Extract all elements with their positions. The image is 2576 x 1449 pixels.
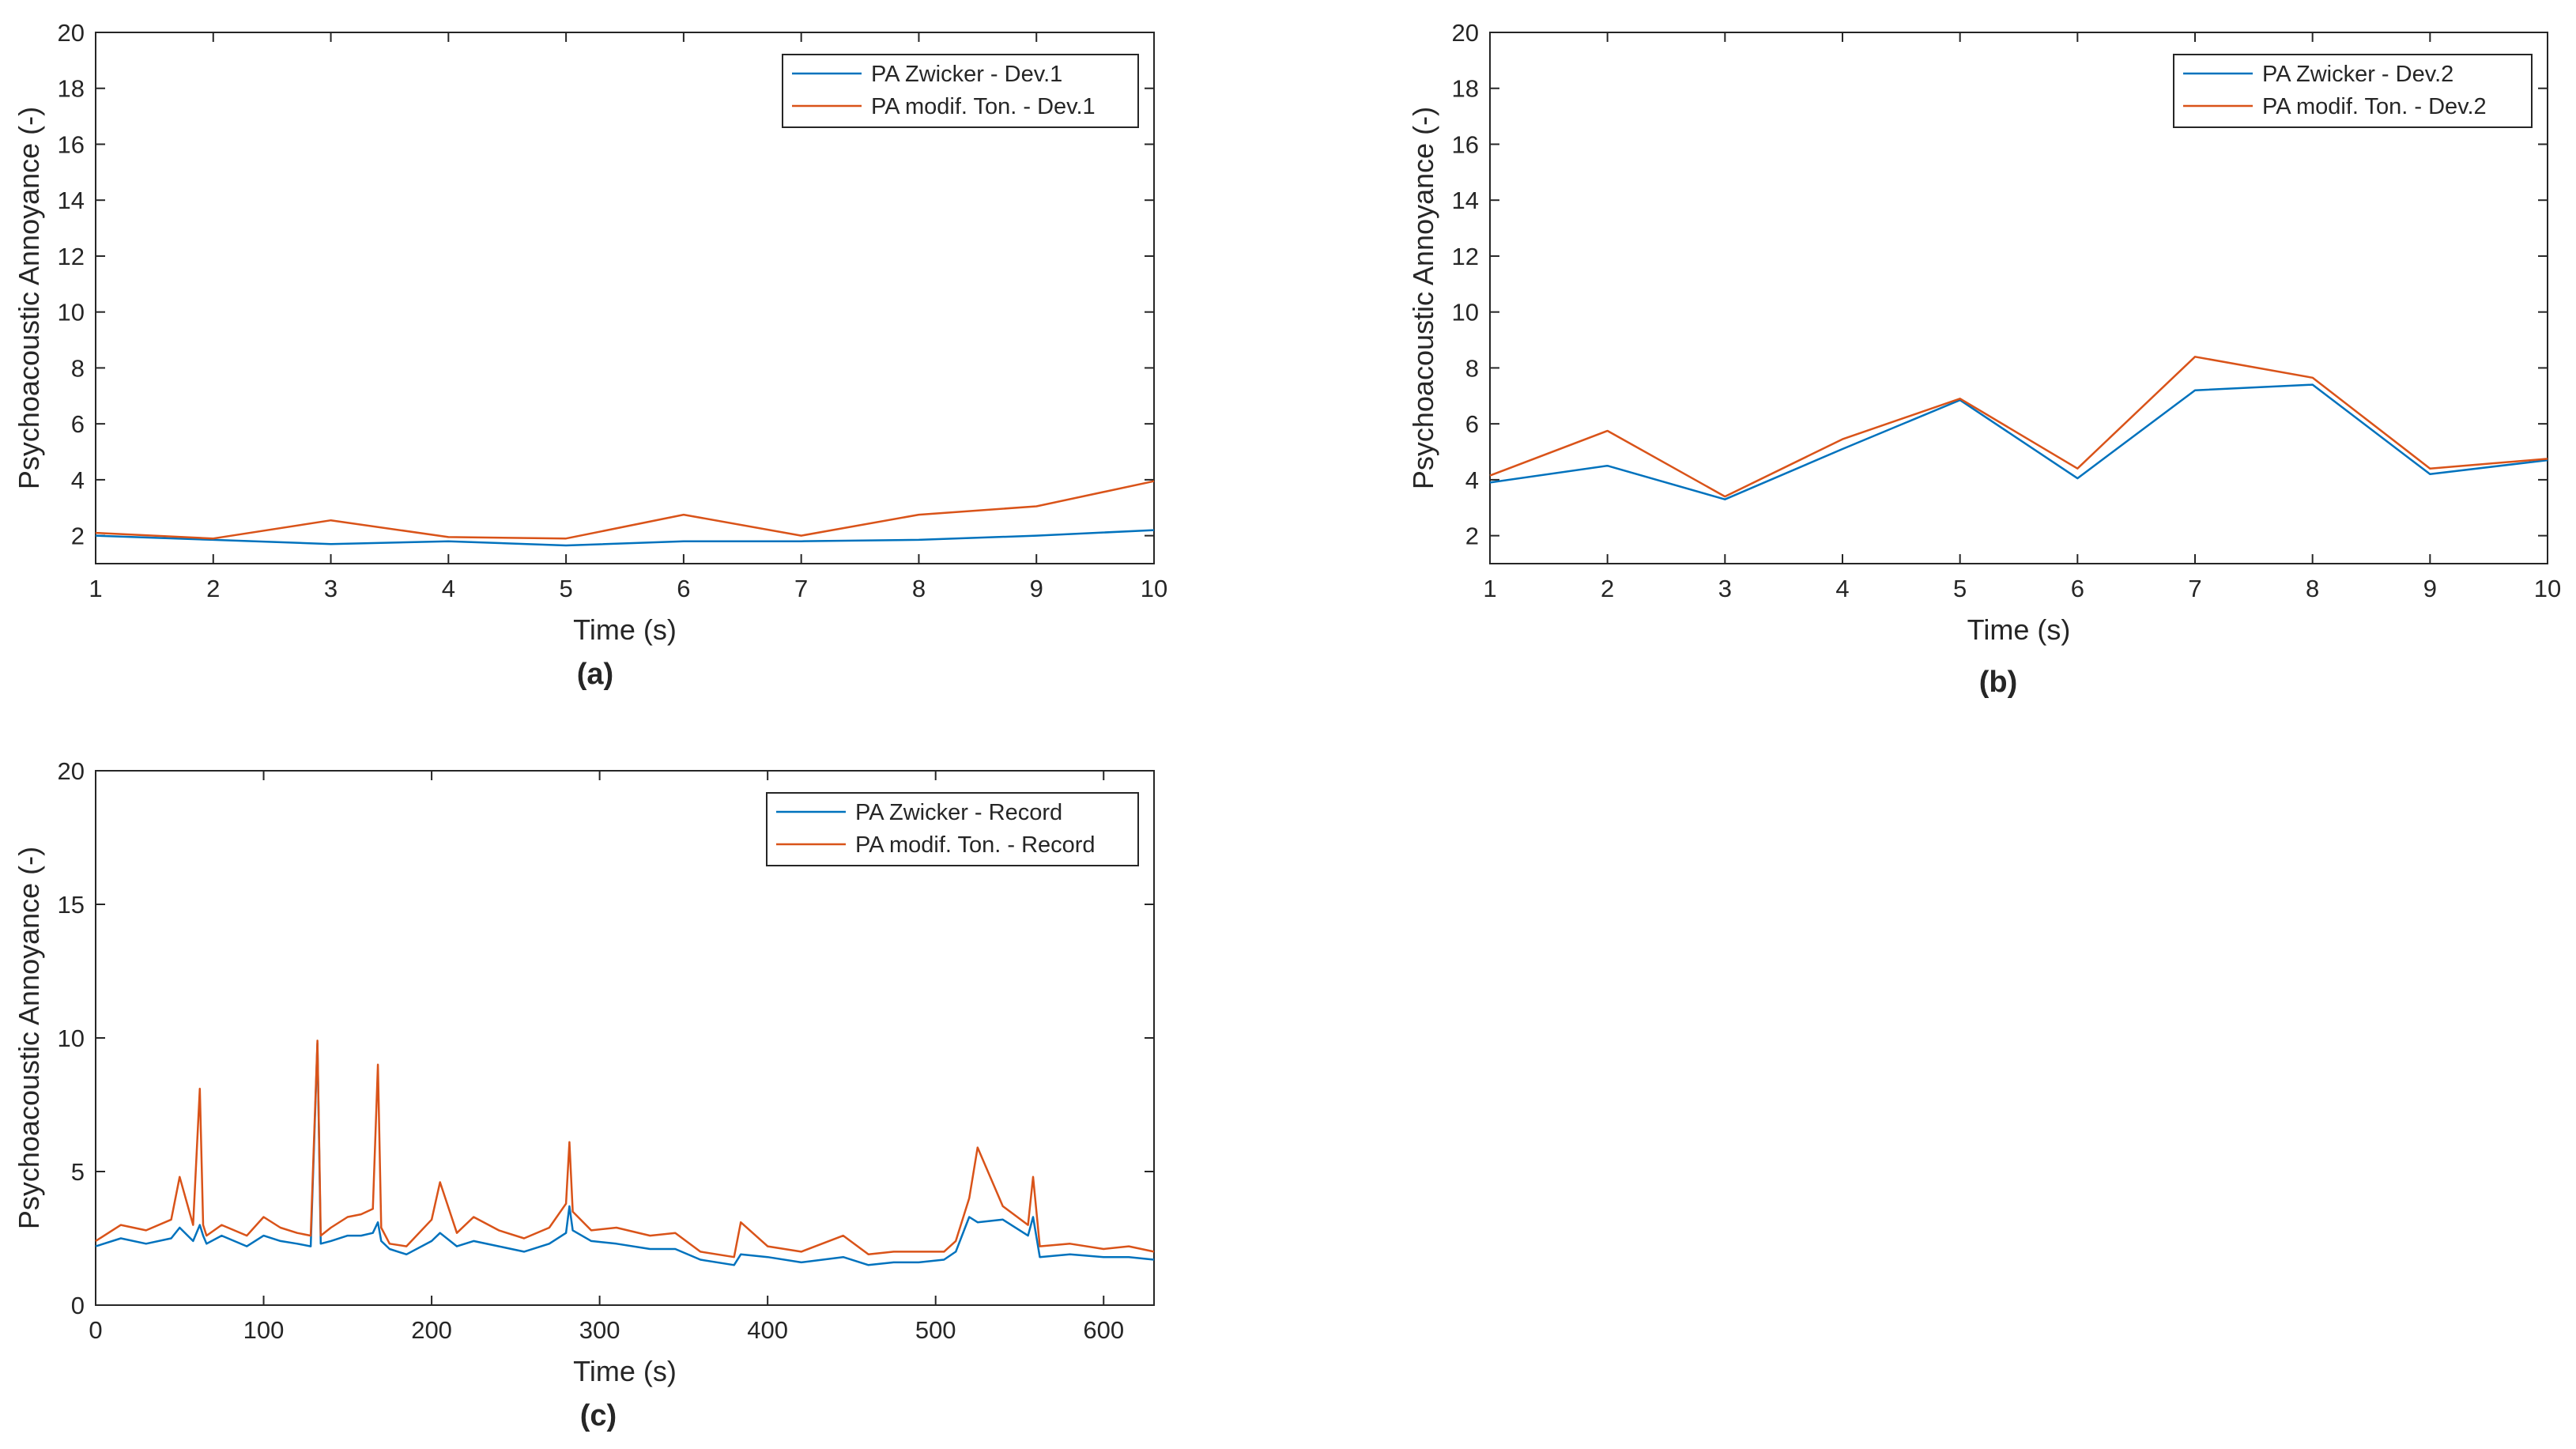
legend-label-1: PA Zwicker - Dev.1 [871, 62, 1062, 87]
y-tick-label: 8 [1465, 354, 1479, 382]
y-tick-label: 8 [71, 354, 85, 382]
x-tick-label: 10 [1141, 575, 1167, 602]
x-tick-label: 3 [324, 575, 338, 602]
legend: PA Zwicker - Dev.1 PA modif. Ton. - Dev.1 [782, 54, 1139, 128]
legend-label-1: PA Zwicker - Record [855, 800, 1062, 825]
x-tick-label: 9 [1030, 575, 1043, 602]
series-line-1 [1489, 383, 2548, 500]
x-axis-label: Time (s) [1967, 613, 2071, 646]
y-tick-label: 16 [1452, 130, 1479, 158]
y-tick-label: 20 [1452, 19, 1479, 47]
y-tick-label: 18 [58, 75, 85, 103]
legend: PA Zwicker - Record PA modif. Ton. - Reco… [766, 792, 1139, 866]
y-tick-label: 16 [58, 130, 85, 158]
y-tick-label: 6 [1465, 410, 1479, 438]
y-tick-label: 14 [1452, 187, 1479, 214]
y-tick-label: 18 [1452, 75, 1479, 103]
y-tick-label: 10 [58, 299, 85, 326]
y-axis-label: Psychoacoustic Annoyance (-) [1407, 107, 1439, 489]
y-tick-label: 5 [71, 1158, 85, 1186]
x-axis-label: Time (s) [573, 613, 677, 646]
x-tick-label: 1 [1483, 575, 1496, 602]
x-tick-label: 0 [89, 1316, 102, 1344]
y-axis-label: Psychoacoustic Annoyance (-) [13, 847, 45, 1229]
legend-box [766, 792, 1139, 866]
y-tick-label: 4 [71, 466, 85, 494]
y-tick-label: 10 [58, 1024, 85, 1052]
y-tick-label: 20 [58, 19, 85, 47]
panel-caption: (c) [580, 1399, 617, 1432]
y-axis-label: Psychoacoustic Annoyance (-) [13, 107, 45, 489]
y-tick-label: 6 [71, 410, 85, 438]
x-tick-label: 2 [1601, 575, 1614, 602]
x-tick-label: 300 [579, 1316, 620, 1344]
series-line-1 [95, 1042, 1155, 1266]
legend: PA Zwicker - Dev.2 PA modif. Ton. - Dev.2 [2173, 54, 2533, 128]
panel-caption: (a) [577, 658, 613, 691]
x-tick-label: 8 [912, 575, 926, 602]
x-tick-label: 3 [1718, 575, 1732, 602]
legend-label-1: PA Zwicker - Dev.2 [2262, 62, 2453, 87]
x-tick-label: 7 [794, 575, 808, 602]
x-tick-label: 8 [2306, 575, 2319, 602]
x-tick-label: 1 [89, 575, 102, 602]
legend-box [2173, 54, 2533, 128]
x-tick-label: 400 [747, 1316, 788, 1344]
y-tick-label: 10 [1452, 299, 1479, 326]
legend-box [782, 54, 1139, 128]
x-tick-label: 10 [2534, 575, 2561, 602]
series-line-1 [95, 529, 1155, 547]
x-axis-label: Time (s) [573, 1355, 677, 1387]
y-tick-label: 4 [1465, 466, 1479, 494]
x-tick-label: 5 [1953, 575, 1967, 602]
x-tick-label: 6 [677, 575, 690, 602]
y-tick-label: 15 [58, 891, 85, 919]
y-tick-label: 12 [1452, 243, 1479, 270]
x-tick-label: 100 [243, 1316, 285, 1344]
x-tick-label: 600 [1083, 1316, 1124, 1344]
legend-label-2: PA modif. Ton. - Dev.2 [2262, 94, 2487, 119]
y-tick-label: 12 [58, 243, 85, 270]
y-tick-label: 0 [71, 1292, 85, 1319]
x-tick-label: 200 [411, 1316, 452, 1344]
legend-label-2: PA modif. Ton. - Record [855, 832, 1096, 858]
x-tick-label: 2 [206, 575, 220, 602]
x-tick-label: 4 [1835, 575, 1849, 602]
y-tick-label: 14 [58, 187, 85, 214]
y-tick-label: 20 [58, 757, 85, 785]
series-line-2 [95, 480, 1155, 540]
x-tick-label: 500 [915, 1316, 956, 1344]
series-line-2 [95, 1040, 1155, 1258]
x-tick-label: 7 [2188, 575, 2201, 602]
y-tick-label: 2 [71, 523, 85, 550]
x-tick-label: 6 [2071, 575, 2084, 602]
y-tick-label: 2 [1465, 523, 1479, 550]
x-tick-label: 4 [442, 575, 455, 602]
series-line-2 [1489, 356, 2548, 498]
chart-panel-3: 0 100 200 300 400 500 600 0 5 10 15 20 Time (s) Psych… [13, 757, 1155, 1432]
x-tick-label: 5 [559, 575, 572, 602]
x-tick-label: 9 [2423, 575, 2437, 602]
legend-label-2: PA modif. Ton. - Dev.1 [871, 94, 1096, 119]
panel-caption: (b) [1979, 666, 2018, 699]
